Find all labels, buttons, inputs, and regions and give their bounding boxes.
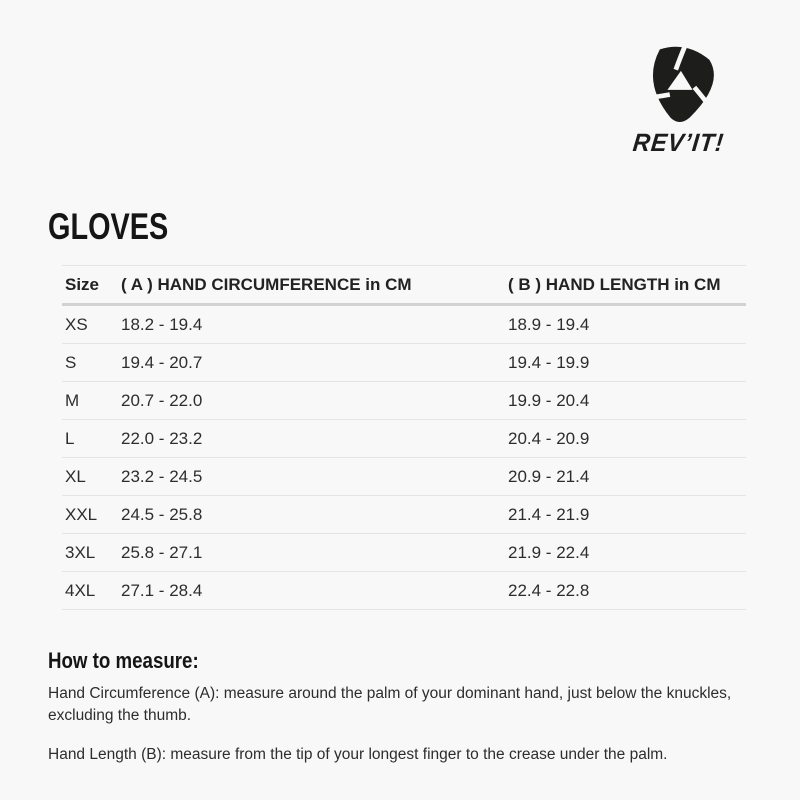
brand-logo: REV’IT! [620, 44, 740, 158]
table-row: 4XL 27.1 - 28.4 22.4 - 22.8 [62, 571, 746, 610]
length-cell: 20.9 - 21.4 [508, 457, 746, 496]
hand-circumference-note-line1: Hand Circumference (A): measure around t… [48, 685, 732, 702]
how-to-measure-heading: How to measure: [48, 648, 199, 673]
circumference-cell: 20.7 - 22.0 [121, 381, 508, 420]
table-row: L 22.0 - 23.2 20.4 - 20.9 [62, 419, 746, 458]
size-cell: XS [62, 304, 121, 344]
length-cell: 20.4 - 20.9 [508, 419, 746, 458]
length-cell: 21.4 - 21.9 [508, 495, 746, 534]
size-table-body: XS 18.2 - 19.4 18.9 - 19.4 S 19.4 - 20.7… [62, 304, 746, 610]
circumference-cell: 19.4 - 20.7 [121, 343, 508, 382]
table-row: XXL 24.5 - 25.8 21.4 - 21.9 [62, 495, 746, 534]
table-row: XL 23.2 - 24.5 20.9 - 21.4 [62, 457, 746, 496]
circumference-cell: 22.0 - 23.2 [121, 419, 508, 458]
circumference-cell: 24.5 - 25.8 [121, 495, 508, 534]
hand-length-note: Hand Length (B): measure from the tip of… [48, 744, 738, 766]
revit-emblem-icon [640, 44, 715, 122]
size-cell: XL [62, 457, 121, 496]
page-title: GLOVES [48, 205, 169, 247]
col-header-size: Size [62, 265, 121, 306]
length-cell: 21.9 - 22.4 [508, 533, 746, 572]
circumference-cell: 27.1 - 28.4 [121, 571, 508, 610]
circumference-cell: 23.2 - 24.5 [121, 457, 508, 496]
size-table: Size ( A ) HAND CIRCUMFERENCE in CM ( B … [62, 265, 746, 610]
length-cell: 18.9 - 19.4 [508, 304, 746, 344]
table-row: 3XL 25.8 - 27.1 21.9 - 22.4 [62, 533, 746, 572]
size-cell: 3XL [62, 533, 121, 572]
length-cell: 19.9 - 20.4 [508, 381, 746, 420]
size-cell: S [62, 343, 121, 382]
circumference-cell: 25.8 - 27.1 [121, 533, 508, 572]
length-cell: 22.4 - 22.8 [508, 571, 746, 610]
table-header-row: Size ( A ) HAND CIRCUMFERENCE in CM ( B … [62, 265, 746, 306]
brand-wordmark: REV’IT! [631, 129, 726, 158]
table-row: S 19.4 - 20.7 19.4 - 19.9 [62, 343, 746, 382]
size-cell: 4XL [62, 571, 121, 610]
hand-circumference-note: Hand Circumference (A): measure around t… [48, 683, 738, 727]
size-cell: L [62, 419, 121, 458]
table-row: M 20.7 - 22.0 19.9 - 20.4 [62, 381, 746, 420]
length-cell: 19.4 - 19.9 [508, 343, 746, 382]
circumference-cell: 18.2 - 19.4 [121, 304, 508, 344]
col-header-hand-length: ( B ) HAND LENGTH in CM [508, 265, 746, 306]
hand-length-note-text: Hand Length (B): measure from the tip of… [48, 746, 668, 763]
col-header-hand-circumference: ( A ) HAND CIRCUMFERENCE in CM [121, 265, 508, 306]
size-cell: XXL [62, 495, 121, 534]
table-row: XS 18.2 - 19.4 18.9 - 19.4 [62, 304, 746, 344]
hand-circumference-note-line2: excluding the thumb. [48, 707, 192, 724]
how-to-measure-section: How to measure: Hand Circumference (A): … [48, 649, 738, 766]
size-cell: M [62, 381, 121, 420]
